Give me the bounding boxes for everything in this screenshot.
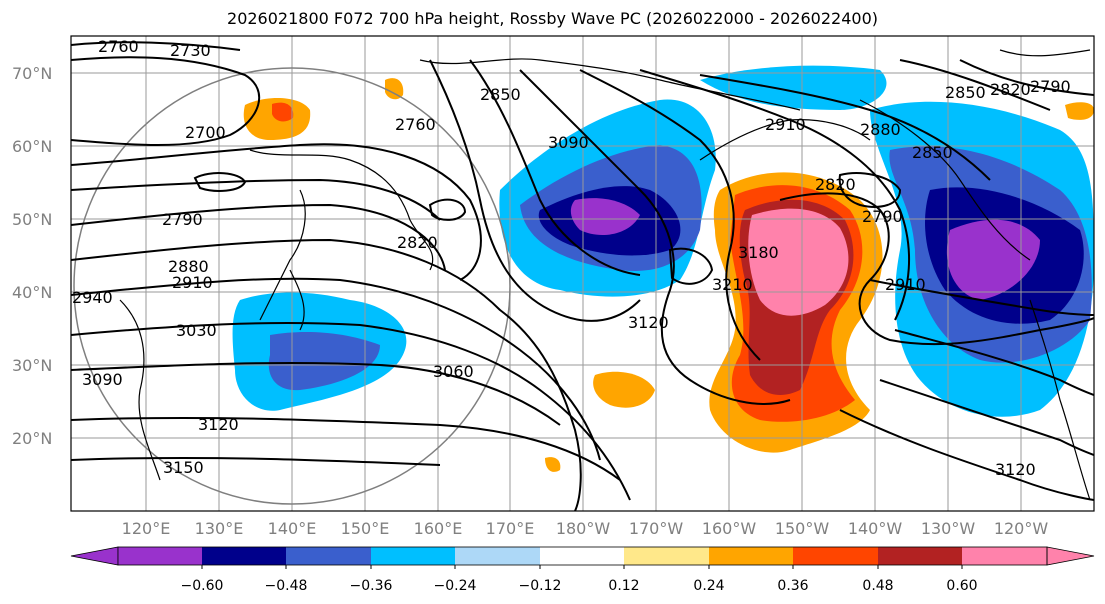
lat-label: 60°N <box>12 137 52 156</box>
colorbar-extend-min <box>70 546 119 566</box>
colorbar-tick-label: 0.60 <box>946 578 977 594</box>
contour-label: 2820 <box>815 175 856 194</box>
contour-label: 2790 <box>1030 77 1071 96</box>
negative-anomaly-central-pacific-core <box>570 198 640 235</box>
lon-label: 140°E <box>268 519 317 538</box>
lon-label: 150°E <box>341 519 390 538</box>
contour-label: 2880 <box>168 257 209 276</box>
positive-anomaly-small-5 <box>545 457 561 472</box>
lon-label: 130°W <box>921 519 976 538</box>
lat-label: 20°N <box>12 429 52 448</box>
height-contours <box>71 41 1094 511</box>
positive-anomaly-small-4 <box>1065 102 1094 120</box>
colorbar-border <box>117 546 1048 566</box>
colorbar-segment <box>118 547 202 565</box>
contour-label: 2730 <box>170 41 211 60</box>
lon-label: 160°W <box>702 519 757 538</box>
lon-label: 170°W <box>629 519 684 538</box>
lat-label: 70°N <box>12 64 52 83</box>
map-title: 2026021800 F072 700 hPa height, Rossby W… <box>227 9 878 28</box>
lon-label: 130°E <box>195 519 244 538</box>
contour-label: 3180 <box>738 243 779 262</box>
colorbar-segment <box>455 547 540 565</box>
colorbar-segment <box>624 547 709 565</box>
colorbar-tick-label: −0.24 <box>434 578 477 594</box>
colorbar-segment <box>540 547 624 565</box>
lon-label: 180°W <box>556 519 611 538</box>
contour-label: 3090 <box>82 370 123 389</box>
lat-label: 50°N <box>12 210 52 229</box>
contour-label: 3090 <box>548 133 589 152</box>
contour-label: 2820 <box>990 80 1031 99</box>
contour-label: 3120 <box>198 415 239 434</box>
contour-label: 2850 <box>480 85 521 104</box>
colorbar-tick-label: −0.48 <box>265 578 308 594</box>
colorbar-tick-label: −0.36 <box>350 578 393 594</box>
positive-anomaly-small-1-core <box>272 102 294 122</box>
colorbar-tick-label: 0.12 <box>608 578 639 594</box>
colorbar-segment <box>878 547 962 565</box>
positive-anomaly-small-3 <box>593 371 655 408</box>
lon-label: 120°E <box>122 519 171 538</box>
colorbar-extend-max <box>1046 546 1095 566</box>
lon-label: 160°E <box>414 519 463 538</box>
contour-label: 2940 <box>72 288 113 307</box>
contour-label: 3030 <box>176 321 217 340</box>
lon-label: 120°W <box>994 519 1049 538</box>
colorbar-segment <box>793 547 878 565</box>
lon-label: 170°E <box>486 519 535 538</box>
contour-label: 2790 <box>162 210 203 229</box>
longitude-labels: 120°E 130°E 140°E 150°E 160°E 170°E 180°… <box>122 519 1049 538</box>
contour-label: 2760 <box>98 37 139 56</box>
colorbar-segment <box>709 547 793 565</box>
contour-label: 2850 <box>912 143 953 162</box>
positive-anomaly-ne-pacific-core <box>748 208 849 316</box>
positive-anomaly-small-2 <box>385 78 404 100</box>
range-circle <box>73 67 511 505</box>
negative-anomaly-nw-pacific-core <box>268 332 380 391</box>
lon-label: 140°W <box>848 519 903 538</box>
contour-label: 2700 <box>185 123 226 142</box>
lat-label: 30°N <box>12 356 52 375</box>
contour-label: 3120 <box>995 460 1036 479</box>
colorbar-segment <box>962 547 1047 565</box>
colorbar-tick-label: 0.36 <box>777 578 808 594</box>
latitude-labels: 70°N 60°N 50°N 40°N 30°N 20°N <box>12 64 52 448</box>
graticule <box>71 36 1094 511</box>
colorbar <box>70 546 1095 569</box>
contour-label: 3060 <box>433 362 474 381</box>
colorbar-tick-label: 0.48 <box>862 578 893 594</box>
colorbar-ticks: −0.60 −0.48 −0.36 −0.24 −0.12 0.12 0.24 … <box>181 578 978 594</box>
negative-anomaly-ne-pacific-core <box>946 219 1040 300</box>
contour-label: 2850 <box>945 83 986 102</box>
lat-label: 40°N <box>12 283 52 302</box>
lon-label: 150°W <box>775 519 830 538</box>
contour-label: 2790 <box>862 207 903 226</box>
contour-label: 2880 <box>860 120 901 139</box>
contour-label: 3120 <box>628 313 669 332</box>
colorbar-segment <box>202 547 286 565</box>
colorbar-tick-label: −0.12 <box>519 578 562 594</box>
contour-label: 2910 <box>885 275 926 294</box>
colorbar-tick-label: −0.60 <box>181 578 224 594</box>
contour-label: 2760 <box>395 115 436 134</box>
map-frame <box>70 35 1095 512</box>
contour-label: 3150 <box>163 458 204 477</box>
coastlines <box>119 49 1091 501</box>
contour-label: 2820 <box>397 233 438 252</box>
colorbar-tick-label: 0.24 <box>693 578 724 594</box>
contour-label-group: 2760 2730 2700 2850 2760 3090 2820 2790 … <box>72 37 1071 479</box>
contour-label: 2910 <box>765 115 806 134</box>
contour-label: 3210 <box>712 275 753 294</box>
colorbar-segment <box>371 547 455 565</box>
colorbar-segment <box>286 547 371 565</box>
contour-label: 2910 <box>172 273 213 292</box>
